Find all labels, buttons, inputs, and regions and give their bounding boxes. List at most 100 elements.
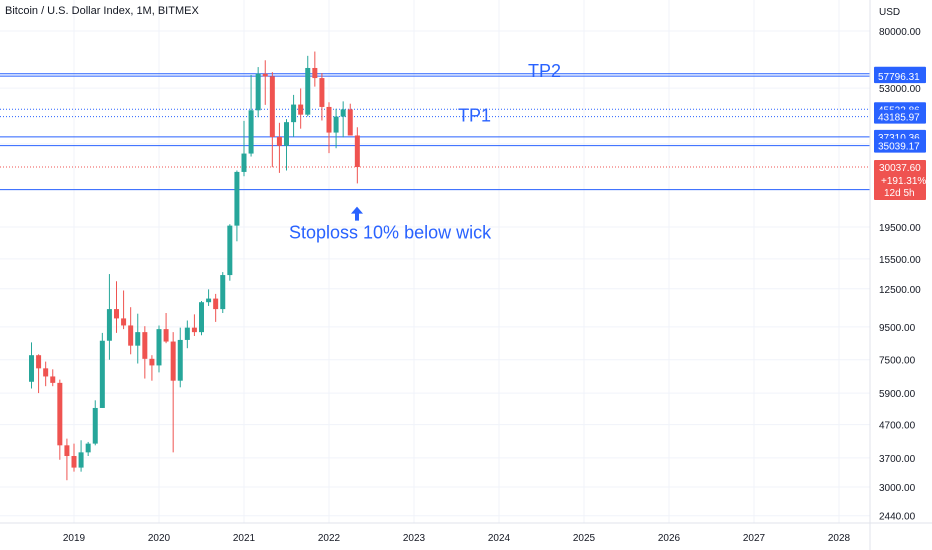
- candle[interactable]: [43, 361, 49, 387]
- current-price-badge[interactable]: 30037.60 +191.31%12d 5h: [874, 160, 926, 201]
- candle[interactable]: [128, 307, 134, 355]
- price-levels: [0, 73, 870, 191]
- candle-body: [340, 109, 346, 117]
- candle[interactable]: [326, 102, 332, 154]
- candle-body: [177, 339, 183, 381]
- candle[interactable]: [319, 73, 325, 121]
- candle[interactable]: [291, 94, 297, 137]
- candle-body: [354, 135, 360, 168]
- candle[interactable]: [206, 289, 212, 306]
- candle-body: [220, 275, 226, 310]
- candle[interactable]: [170, 332, 176, 453]
- candle[interactable]: [191, 314, 197, 336]
- time-tick-label: 2023: [403, 533, 426, 544]
- candle-body: [333, 116, 339, 133]
- annotation-tp1[interactable]: TP1: [458, 105, 491, 125]
- candle[interactable]: [121, 290, 127, 330]
- candle[interactable]: [163, 313, 169, 344]
- candle-body: [262, 73, 268, 77]
- candle-body: [29, 355, 34, 382]
- price-tick-label: 15500.00: [879, 255, 921, 266]
- candle[interactable]: [241, 120, 247, 177]
- candle[interactable]: [99, 332, 105, 408]
- candle[interactable]: [64, 438, 70, 481]
- price-tick-label: 80000.00: [879, 27, 921, 38]
- candle[interactable]: [78, 440, 84, 472]
- candle[interactable]: [184, 320, 190, 349]
- candle-body: [114, 309, 119, 319]
- time-tick-label: 2025: [573, 533, 596, 544]
- candle[interactable]: [57, 379, 63, 460]
- candle[interactable]: [29, 342, 34, 389]
- candle[interactable]: [220, 272, 226, 314]
- candle[interactable]: [269, 72, 275, 168]
- candle-body: [106, 309, 112, 341]
- candle-body: [291, 104, 297, 123]
- candle[interactable]: [177, 327, 183, 388]
- candle-body: [241, 153, 247, 172]
- price-tick-label: 19500.00: [879, 223, 921, 234]
- candle[interactable]: [106, 274, 112, 360]
- price-tick-label: 4700.00: [879, 421, 916, 432]
- candle-body: [199, 302, 204, 333]
- time-tick-label: 2020: [148, 533, 171, 544]
- candle[interactable]: [354, 127, 360, 184]
- candle[interactable]: [284, 119, 289, 171]
- candle[interactable]: [298, 88, 304, 129]
- candle[interactable]: [213, 293, 219, 322]
- time-tick-label: 2024: [488, 533, 511, 544]
- candle-body: [319, 78, 325, 107]
- time-axis[interactable]: 2019 2020 2021 2022 2023 2024 2025 2026 2027 2028: [0, 522, 932, 544]
- candle[interactable]: [142, 326, 148, 379]
- candle-body: [326, 106, 332, 133]
- price-tick-label: 9500.00: [879, 323, 916, 334]
- candle[interactable]: [312, 51, 318, 87]
- candle[interactable]: [114, 281, 119, 333]
- candle[interactable]: [276, 122, 282, 173]
- svg-text:37310.36: 37310.36: [878, 133, 920, 144]
- candle[interactable]: [262, 60, 268, 105]
- candle-body: [85, 443, 91, 453]
- candle[interactable]: [333, 108, 339, 149]
- candle-body: [57, 382, 63, 446]
- annotation-stoploss[interactable]: Stoploss 10% below wick: [289, 223, 492, 243]
- price-level-badge[interactable]: 35039.17: [874, 138, 926, 153]
- candle[interactable]: [255, 67, 261, 118]
- candle[interactable]: [135, 313, 141, 364]
- candle-body: [305, 67, 311, 115]
- candle[interactable]: [199, 300, 204, 336]
- candle[interactable]: [156, 325, 162, 373]
- candle-body: [163, 329, 169, 342]
- candle[interactable]: [149, 355, 155, 381]
- candle[interactable]: [36, 354, 42, 394]
- price-tick-label: 12500.00: [879, 285, 921, 296]
- current-price-change: +191.31%: [881, 176, 926, 187]
- candle[interactable]: [234, 170, 240, 242]
- time-tick-label: 2022: [318, 533, 341, 544]
- price-level-badge[interactable]: 43185.97: [874, 109, 926, 124]
- time-tick-label: 2019: [63, 533, 86, 544]
- candles[interactable]: [29, 51, 360, 481]
- svg-text:35039.17: 35039.17: [878, 142, 920, 153]
- price-axis[interactable]: USD80000.0053000.0035500.0025531.5619500…: [869, 0, 932, 550]
- candle[interactable]: [71, 443, 77, 472]
- candle-body: [92, 407, 98, 444]
- candle[interactable]: [85, 441, 91, 457]
- candle-body: [312, 67, 318, 79]
- candle-body: [170, 341, 176, 381]
- candle[interactable]: [340, 101, 346, 138]
- price-level-badge[interactable]: 57796.31: [874, 69, 926, 84]
- candle[interactable]: [92, 400, 98, 446]
- time-tick-label: 2028: [828, 533, 851, 544]
- candle-body: [298, 104, 304, 115]
- annotation-tp2[interactable]: TP2: [528, 61, 561, 81]
- candle[interactable]: [50, 369, 56, 387]
- candle[interactable]: [347, 103, 353, 136]
- candle[interactable]: [227, 224, 233, 281]
- candle[interactable]: [305, 55, 311, 117]
- svg-text:57796.31: 57796.31: [878, 72, 920, 83]
- symbol-title: Bitcoin / U.S. Dollar Index, 1M, BITMEX: [5, 5, 199, 17]
- candle[interactable]: [248, 74, 254, 157]
